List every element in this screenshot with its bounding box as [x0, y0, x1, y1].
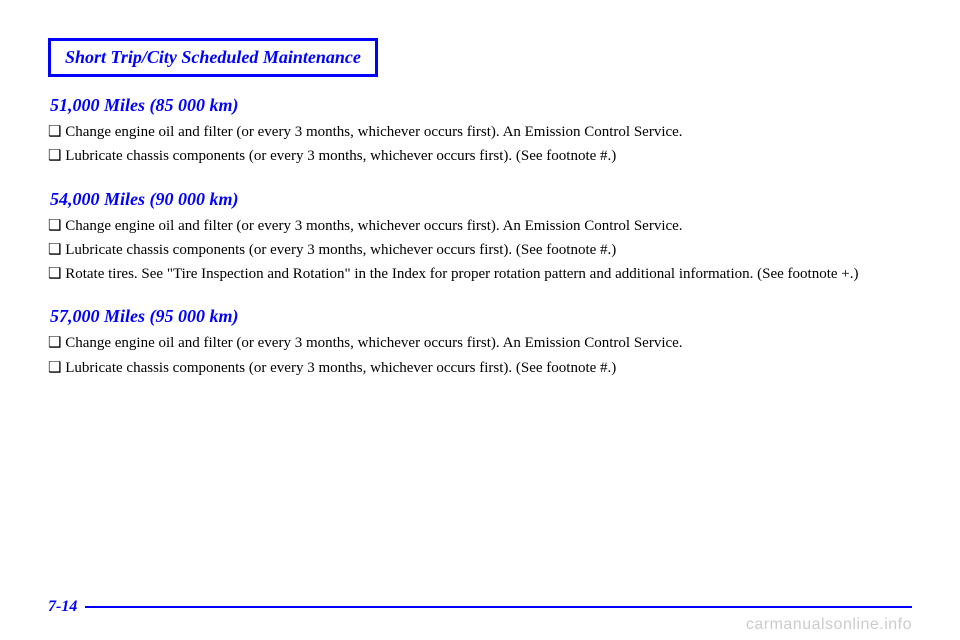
header-box: Short Trip/City Scheduled Maintenance — [48, 38, 378, 77]
maintenance-item: ❑ Lubricate chassis components (or every… — [66, 146, 912, 166]
page-container: Short Trip/City Scheduled Maintenance 51… — [0, 0, 960, 640]
section-57000: 57,000 Miles (95 000 km) ❑ Change engine… — [48, 306, 912, 378]
footer-rule — [85, 606, 912, 608]
milestone-heading: 51,000 Miles (85 000 km) — [50, 95, 912, 116]
page-number: 7-14 — [48, 598, 77, 616]
section-51000: 51,000 Miles (85 000 km) ❑ Change engine… — [48, 95, 912, 167]
maintenance-item: ❑ Lubricate chassis components (or every… — [66, 358, 912, 378]
maintenance-item: ❑ Change engine oil and filter (or every… — [66, 216, 912, 236]
section-54000: 54,000 Miles (90 000 km) ❑ Change engine… — [48, 189, 912, 285]
watermark-text: carmanualsonline.info — [746, 616, 912, 634]
maintenance-item: ❑ Change engine oil and filter (or every… — [66, 333, 912, 353]
maintenance-item: ❑ Rotate tires. See "Tire Inspection and… — [66, 264, 912, 284]
milestone-heading: 57,000 Miles (95 000 km) — [50, 306, 912, 327]
header-title: Short Trip/City Scheduled Maintenance — [65, 47, 361, 67]
maintenance-item: ❑ Change engine oil and filter (or every… — [66, 122, 912, 142]
maintenance-item: ❑ Lubricate chassis components (or every… — [66, 240, 912, 260]
page-footer: 7-14 — [48, 598, 912, 616]
milestone-heading: 54,000 Miles (90 000 km) — [50, 189, 912, 210]
footer-line: 7-14 — [48, 598, 912, 616]
